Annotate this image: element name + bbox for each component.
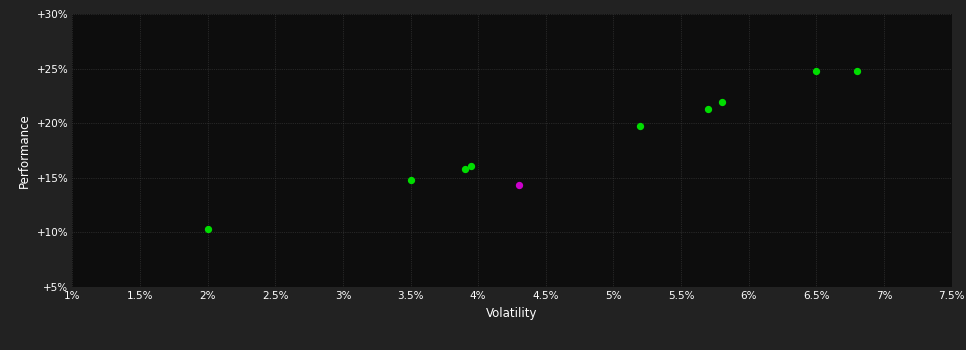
Point bbox=[464, 163, 479, 169]
X-axis label: Volatility: Volatility bbox=[486, 307, 538, 320]
Point bbox=[700, 106, 716, 112]
Point bbox=[511, 183, 526, 188]
Point bbox=[633, 124, 648, 129]
Point bbox=[200, 226, 215, 232]
Point bbox=[714, 100, 729, 105]
Point bbox=[457, 166, 472, 172]
Point bbox=[849, 68, 865, 74]
Point bbox=[403, 177, 418, 183]
Y-axis label: Performance: Performance bbox=[18, 113, 31, 188]
Point bbox=[809, 68, 824, 74]
